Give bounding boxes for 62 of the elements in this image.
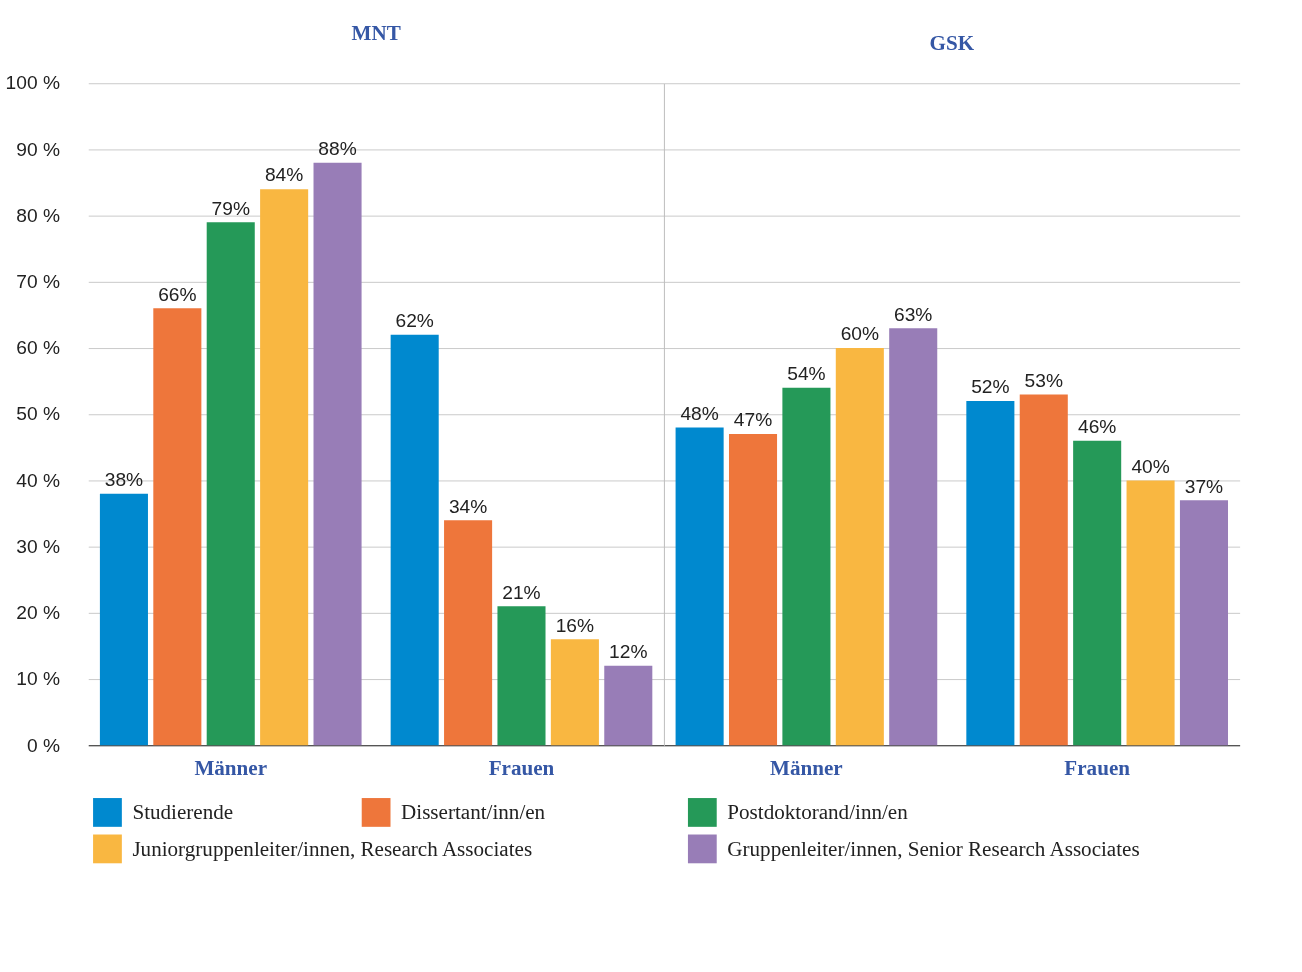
data-label: 34% <box>448 495 488 517</box>
bar <box>313 162 362 746</box>
bar <box>604 665 653 746</box>
bar <box>390 334 439 746</box>
bar <box>966 401 1015 746</box>
bar <box>444 520 493 746</box>
y-tick-label: 30 % <box>16 535 60 557</box>
y-tick-label: 80 % <box>16 204 60 226</box>
data-label: 47% <box>733 409 773 431</box>
data-label: 53% <box>1024 369 1063 391</box>
legend-label: Juniorgruppenleiter/innen, Research Associates <box>132 836 533 861</box>
data-label: 37% <box>1184 475 1224 497</box>
data-label: 52% <box>971 376 1010 398</box>
y-tick-label: 100 % <box>5 72 60 94</box>
data-label: 48% <box>680 402 719 424</box>
bar <box>497 606 546 746</box>
data-label: 62% <box>395 310 434 332</box>
data-label: 12% <box>609 641 648 663</box>
y-tick-label: 20 % <box>16 602 60 624</box>
bar <box>1179 500 1228 746</box>
x-tick-label: Frauen <box>488 756 555 781</box>
legend-label: Dissertant/inn/en <box>401 800 546 825</box>
data-label: 63% <box>894 303 933 325</box>
bar <box>99 493 148 746</box>
chart-title: GSK <box>929 30 975 55</box>
y-tick-label: 40 % <box>16 469 60 491</box>
legend-label: Postdoktorand/inn/en <box>727 800 909 825</box>
x-tick-label: Frauen <box>1064 756 1131 781</box>
bar <box>550 639 599 746</box>
data-label: 60% <box>840 323 880 345</box>
y-tick-label: 0 % <box>26 734 60 756</box>
data-label: 88% <box>318 138 357 160</box>
bar <box>1126 480 1175 746</box>
data-label: 84% <box>264 164 304 186</box>
y-tick-label: 60 % <box>16 337 60 359</box>
bar <box>260 189 309 746</box>
data-label: 38% <box>104 469 144 491</box>
bar <box>782 387 831 746</box>
bar <box>835 348 884 746</box>
chart-title: MNT <box>351 21 401 46</box>
data-label: 21% <box>502 581 541 603</box>
legend-label: Gruppenleiter/innen, Senior Research Associates <box>727 836 1140 861</box>
bar <box>728 434 778 746</box>
data-label: 54% <box>787 363 826 385</box>
bar <box>1019 394 1068 746</box>
bar <box>1073 440 1122 746</box>
data-label: 16% <box>555 614 595 636</box>
y-tick-label: 10 % <box>16 668 60 690</box>
legend-label: Studierende <box>132 800 234 825</box>
data-label: 40% <box>1131 455 1170 477</box>
x-tick-label: Männer <box>194 756 268 781</box>
y-tick-label: 90 % <box>16 138 60 160</box>
bar <box>153 308 202 746</box>
bar <box>675 427 724 746</box>
data-label: 46% <box>1077 416 1117 438</box>
bar <box>206 222 255 746</box>
y-tick-label: 70 % <box>16 271 60 293</box>
data-label: 79% <box>211 197 250 219</box>
y-tick-label: 50 % <box>16 403 60 425</box>
bar <box>889 328 938 746</box>
data-label: 66% <box>158 283 197 305</box>
x-tick-label: Männer <box>770 756 843 781</box>
